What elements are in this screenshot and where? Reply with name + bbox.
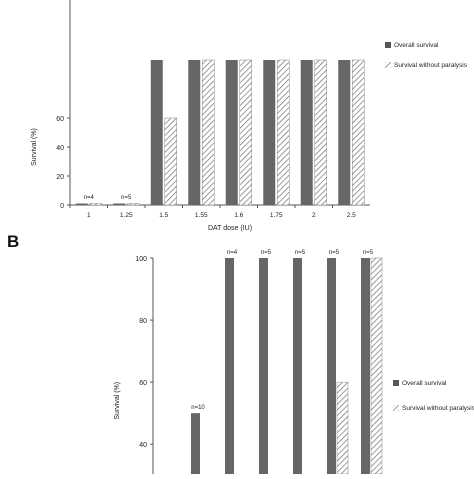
n-label-a: n=5	[121, 195, 132, 201]
y-tick-label-a: 60	[56, 116, 64, 123]
legend-label-paralysis-b: Survival without paralysis	[402, 405, 474, 412]
y-tick-label-b: 80	[139, 318, 147, 325]
y-tick-label-b: 60	[139, 380, 147, 387]
bar-survival-without-paralysis-b	[370, 257, 383, 475]
bar-survival-without-paralysis-a	[277, 59, 290, 206]
bar-survival-without-paralysis-a	[352, 59, 365, 206]
bar-overall-survival-b	[259, 258, 268, 474]
x-tick-label-a: 1.25	[120, 212, 133, 219]
legend-swatch-overall-b	[393, 380, 399, 386]
y-tick-label-b: 100	[135, 256, 147, 263]
bar-overall-survival-b	[327, 258, 336, 474]
x-tick-label-a: 1.5	[159, 212, 168, 219]
bar-survival-without-paralysis-a	[127, 203, 140, 206]
x-axis-title-a: DAT dose (IU)	[208, 225, 252, 232]
bar-overall-survival-a	[150, 60, 163, 205]
y-tick-label-b: 40	[139, 442, 147, 449]
x-tick-label-a: 2.5	[347, 212, 356, 219]
y-tick-label-a: 20	[56, 174, 64, 181]
bar-overall-survival-a	[338, 60, 351, 205]
legend-swatch-paralysis-b	[393, 405, 399, 411]
bar-overall-survival-a	[75, 203, 88, 205]
legend-label-paralysis-a: Survival without paralysis	[394, 62, 468, 69]
legend-label-overall-a: Overall survival	[394, 42, 439, 49]
panel-b-label: B	[7, 232, 20, 251]
bar-survival-without-paralysis-a	[314, 59, 327, 206]
bar-survival-without-paralysis-a	[202, 59, 215, 206]
bar-overall-survival-a	[263, 60, 276, 205]
n-label-b: n=5	[295, 250, 306, 256]
y-axis-title-a: Survival (%)	[31, 128, 38, 166]
x-tick-label-a: 1.75	[270, 212, 283, 219]
bar-survival-without-paralysis-a	[239, 59, 252, 206]
legend-swatch-paralysis-a	[385, 62, 391, 68]
bar-overall-survival-b	[225, 258, 234, 474]
y-tick-label-a: 40	[56, 145, 64, 152]
bar-overall-survival-b	[293, 258, 302, 474]
bar-overall-survival-b	[191, 413, 200, 474]
bar-overall-survival-b	[361, 258, 370, 474]
bar-survival-without-paralysis-b	[336, 381, 349, 475]
y-axis-title-b: Survival (%)	[114, 382, 121, 420]
bar-overall-survival-a	[300, 60, 313, 205]
x-tick-label-a: 2	[312, 212, 316, 219]
bar-survival-without-paralysis-a	[89, 203, 102, 206]
bar-overall-survival-a	[188, 60, 201, 205]
x-tick-label-a: 1	[87, 212, 91, 219]
bar-survival-without-paralysis-a	[164, 117, 177, 206]
n-label-b: n=5	[261, 250, 272, 256]
x-tick-label-a: 1.55	[195, 212, 208, 219]
bar-overall-survival-a	[113, 203, 126, 205]
n-label-b: n=10	[191, 405, 205, 411]
legend-label-overall-b: Overall survival	[402, 380, 447, 387]
n-label-b: n=5	[329, 250, 340, 256]
bar-overall-survival-a	[225, 60, 238, 205]
n-label-a: n=4	[84, 195, 95, 201]
n-label-b: n=4	[227, 250, 238, 256]
x-tick-label-a: 1.6	[234, 212, 243, 219]
y-tick-label-a: 0	[60, 203, 64, 210]
legend-swatch-overall-a	[385, 42, 391, 48]
n-label-b: n=5	[363, 250, 374, 256]
